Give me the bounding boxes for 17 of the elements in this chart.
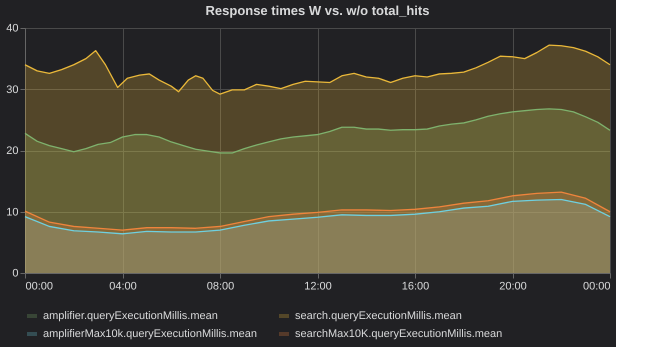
chart-title: Response times W vs. w/o total_hits	[206, 3, 430, 18]
legend-label: search.queryExecutionMillis.mean	[295, 310, 462, 322]
x-tick-label: 00:00	[26, 280, 54, 292]
legend-label: searchMax10K.queryExecutionMillis.mean	[295, 328, 502, 340]
legend-label: amplifier.queryExecutionMillis.mean	[43, 310, 218, 322]
x-tick-label: 08:00	[206, 280, 234, 292]
legend-label: amplifierMax10k.queryExecutionMillis.mean	[43, 328, 257, 340]
x-tick-label: 16:00	[402, 280, 430, 292]
y-tick-label: 40	[6, 22, 18, 34]
y-tick-label: 30	[6, 84, 18, 96]
y-tick-label: 10	[6, 206, 18, 218]
y-tick-label: 0	[12, 268, 18, 280]
x-tick-label: 04:00	[109, 280, 137, 292]
x-tick-label: 12:00	[304, 280, 332, 292]
x-tick-label: 00:00	[582, 280, 610, 292]
x-tick-label: 20:00	[499, 280, 527, 292]
y-tick-label: 20	[6, 145, 18, 157]
